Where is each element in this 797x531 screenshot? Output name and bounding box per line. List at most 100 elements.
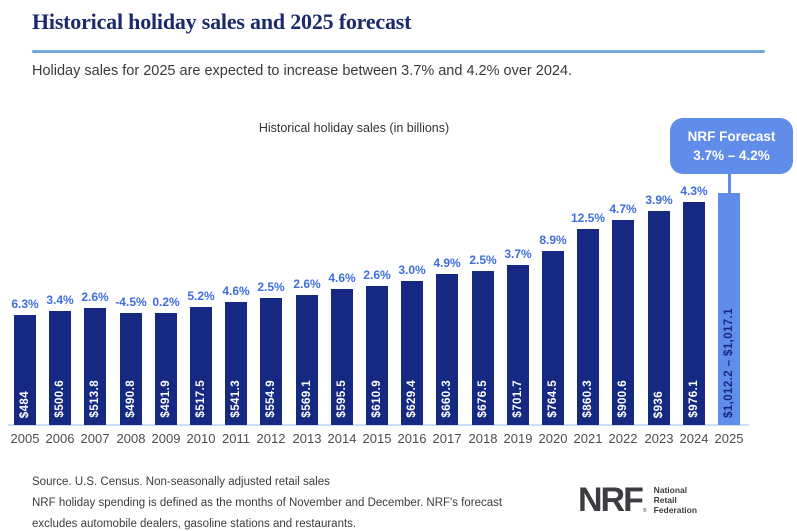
x-axis-year-label: 2005 <box>10 431 40 446</box>
bar-value-label: $629.4 <box>406 380 418 418</box>
subtitle: Holiday sales for 2025 are expected to i… <box>32 63 573 79</box>
bar-value-label: $976.1 <box>688 380 700 418</box>
x-axis-year-label: 2012 <box>256 431 286 446</box>
x-axis-year-label: 2021 <box>573 431 603 446</box>
bar-value-label: $595.5 <box>336 380 348 418</box>
title-divider <box>32 50 765 53</box>
x-axis-year-label: 2020 <box>538 431 568 446</box>
x-axis-year-label: 2014 <box>327 431 357 446</box>
bar-value-label: $490.8 <box>125 380 137 418</box>
pct-change-label: 8.9% <box>539 233 567 247</box>
pct-change-label: 3.7% <box>504 247 532 261</box>
bar-2013: $569.1 <box>296 295 318 425</box>
forecast-badge-connector <box>728 172 731 198</box>
pct-change-label: 3.0% <box>398 263 426 277</box>
x-axis-year-label: 2011 <box>222 431 250 446</box>
x-axis-baseline <box>8 424 749 426</box>
x-axis-year-label: 2009 <box>151 431 181 446</box>
bar-value-label: $541.3 <box>230 380 242 418</box>
bar-2015: $610.9 <box>366 286 388 425</box>
bar-value-label: $860.3 <box>582 380 594 418</box>
bar-value-label: $500.6 <box>54 380 66 418</box>
bar-2021: $860.3 <box>577 229 599 425</box>
pct-change-label: 6.3% <box>11 297 39 311</box>
bar-2008: $490.8 <box>120 313 142 425</box>
forecast-badge-line2: 3.7% – 4.2% <box>693 148 770 163</box>
bar-2023: $936 <box>648 211 670 425</box>
bar-2006: $500.6 <box>49 311 71 425</box>
bar-2022: $900.6 <box>612 220 634 425</box>
forecast-bar-2025: $1,012.2 – $1,017.1 <box>718 193 740 425</box>
page-title: Historical holiday sales and 2025 foreca… <box>32 9 412 34</box>
bar-value-label: $660.3 <box>441 380 453 418</box>
bar-value-label: $900.6 <box>617 380 629 418</box>
chart-title: Historical holiday sales (in billions) <box>258 121 450 135</box>
bar-2019: $701.7 <box>507 265 529 425</box>
bar-2020: $764.5 <box>542 251 564 425</box>
forecast-badge-line1: NRF Forecast <box>687 129 776 144</box>
x-axis-year-label: 2008 <box>116 431 146 446</box>
bar-2016: $629.4 <box>401 281 423 425</box>
x-axis-year-label: 2016 <box>397 431 427 446</box>
bar-2010: $517.5 <box>190 307 212 425</box>
pct-change-label: 0.2% <box>152 295 180 309</box>
pct-change-label: 12.5% <box>570 211 606 225</box>
x-axis-year-label: 2025 <box>714 431 744 446</box>
nrf-logo-name: National Retail Federation <box>653 485 698 515</box>
source-line: NRF holiday spending is defined as the m… <box>32 497 503 509</box>
pct-change-label: 2.5% <box>257 280 285 294</box>
x-axis-year-label: 2024 <box>679 431 709 446</box>
pct-change-label: 5.2% <box>187 289 215 303</box>
source-line: Source. U.S. Census. Non-seasonally adju… <box>32 476 330 488</box>
source-line: excludes automobile dealers, gasoline st… <box>32 518 357 530</box>
bar-value-label: $517.5 <box>195 380 207 418</box>
x-axis-year-label: 2022 <box>608 431 638 446</box>
x-axis-year-label: 2006 <box>45 431 75 446</box>
source-note: Source. U.S. Census. Non-seasonally adju… <box>32 472 502 531</box>
bar-2007: $513.8 <box>84 308 106 425</box>
bar-2009: $491.9 <box>155 313 177 425</box>
x-axis-year-label: 2015 <box>362 431 392 446</box>
pct-change-label: 3.9% <box>645 193 673 207</box>
bar-value-label: $491.9 <box>160 380 172 418</box>
x-axis-year-label: 2018 <box>468 431 498 446</box>
bar-value-label: $484 <box>19 390 31 418</box>
bar-value-label: $764.5 <box>547 380 559 418</box>
registered-trademark-icon: ® <box>642 508 647 514</box>
pct-change-label: 4.9% <box>433 256 461 270</box>
x-axis-year-label: 2013 <box>292 431 322 446</box>
x-axis-year-label: 2023 <box>644 431 674 446</box>
bar-value-label: $936 <box>653 390 665 418</box>
bar-value-label: $1,012.2 – $1,017.1 <box>723 308 735 418</box>
bar-value-label: $554.9 <box>265 380 277 418</box>
pct-change-label: 2.6% <box>293 277 321 291</box>
bar-value-label: $610.9 <box>371 380 383 418</box>
bar-value-label: $676.5 <box>477 380 489 418</box>
bar-2018: $676.5 <box>472 271 494 425</box>
bar-2005: $484 <box>14 315 36 425</box>
pct-change-label: 3.4% <box>46 293 74 307</box>
pct-change-label: 2.6% <box>81 290 109 304</box>
bar-2012: $554.9 <box>260 298 282 425</box>
pct-change-label: 2.6% <box>363 268 391 282</box>
pct-change-label: -4.5% <box>115 295 147 309</box>
pct-change-label: 4.3% <box>680 184 708 198</box>
bar-value-label: $569.1 <box>301 380 313 418</box>
nrf-logo: NRF ® National Retail Federation <box>578 481 698 519</box>
forecast-badge: NRF Forecast 3.7% – 4.2% <box>670 118 793 174</box>
pct-change-label: 4.6% <box>222 284 250 298</box>
pct-change-label: 4.6% <box>328 271 356 285</box>
nrf-logo-acronym: NRF <box>578 481 644 519</box>
x-axis-year-label: 2010 <box>186 431 216 446</box>
x-axis-year-label: 2017 <box>432 431 462 446</box>
bar-value-label: $513.8 <box>89 380 101 418</box>
bar-2014: $595.5 <box>331 289 353 425</box>
bar-value-label: $701.7 <box>512 380 524 418</box>
x-axis-year-label: 2019 <box>503 431 533 446</box>
bar-2011: $541.3 <box>225 302 247 425</box>
pct-change-label: 4.7% <box>609 202 637 216</box>
bar-2024: $976.1 <box>683 202 705 425</box>
pct-change-label: 2.5% <box>469 253 497 267</box>
x-axis-year-label: 2007 <box>80 431 110 446</box>
